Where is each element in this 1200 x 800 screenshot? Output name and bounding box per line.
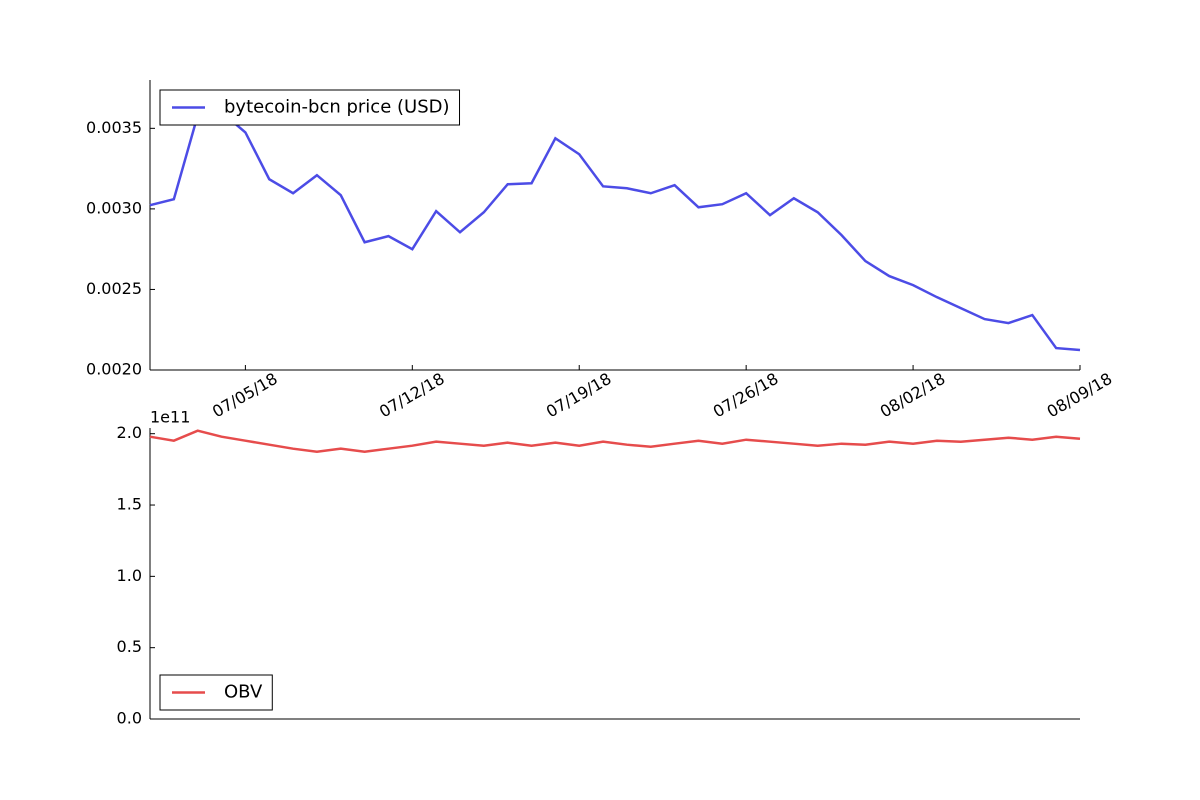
y-tick-label: 0.0025 — [86, 279, 142, 298]
legend-label: OBV — [224, 682, 263, 703]
x-tick-label: 08/02/18 — [877, 369, 949, 421]
x-tick-label: 07/19/18 — [543, 369, 615, 421]
series-line — [149, 429, 1081, 453]
y-tick-label: 1.5 — [117, 495, 142, 514]
x-tick-label: 08/09/18 — [1044, 369, 1116, 421]
offset-label: 1e11 — [150, 408, 190, 427]
x-tick-label: 07/26/18 — [710, 369, 782, 421]
y-tick-label: 0.0 — [117, 709, 142, 728]
x-tick-label: 07/12/18 — [376, 369, 448, 421]
y-tick-label: 1.0 — [117, 566, 142, 585]
y-tick-label: 0.0035 — [86, 118, 142, 137]
legend-label: bytecoin-bcn price (USD) — [224, 97, 450, 118]
x-tick-label: 07/05/18 — [209, 369, 281, 421]
y-tick-label: 0.0020 — [86, 360, 142, 379]
series-line — [149, 110, 1081, 352]
y-tick-label: 0.5 — [117, 637, 142, 656]
y-tick-label: 2.0 — [117, 423, 142, 442]
legend-box — [159, 89, 461, 126]
y-tick-label: 0.0030 — [86, 198, 142, 217]
